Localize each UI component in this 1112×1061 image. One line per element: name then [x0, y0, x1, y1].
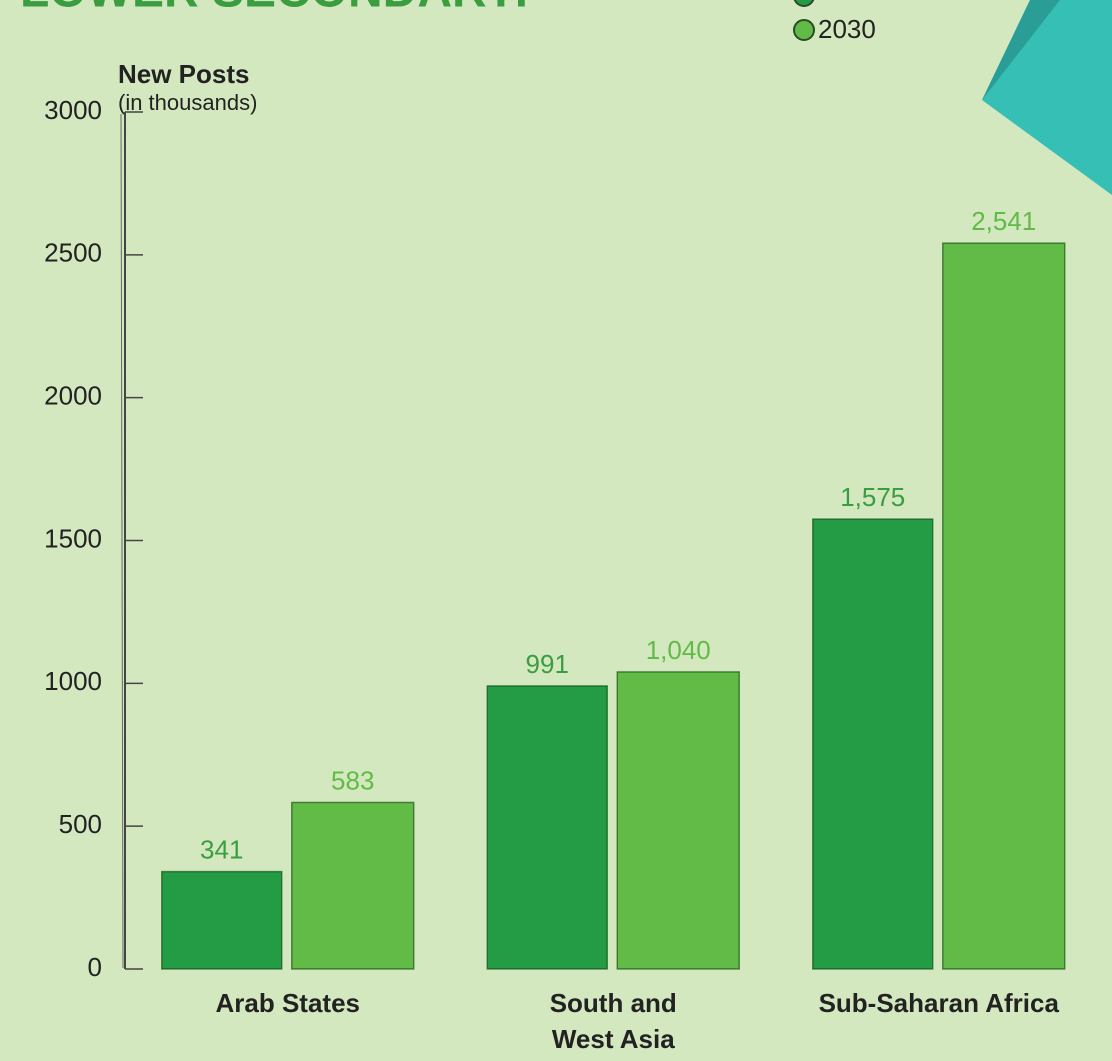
bar [942, 242, 1066, 970]
x-tick-label: Arab States [215, 988, 361, 1018]
value-label: 341 [200, 834, 243, 864]
y-tick-label: 1500 [44, 523, 102, 553]
x-tick-label: South and West Asia [549, 988, 677, 1054]
decor [982, 0, 1060, 100]
y-axis-sketch [120, 113, 124, 969]
bar [486, 685, 608, 970]
value-label: 991 [526, 649, 569, 679]
axis-sublabel: (in thousands) [118, 90, 257, 115]
y-tick-label: 0 [88, 952, 102, 982]
y-tick-label: 2500 [44, 238, 102, 268]
value-label: 2,541 [971, 206, 1036, 236]
value-label: 1,575 [840, 482, 905, 512]
y-tick-label: 500 [59, 809, 102, 839]
y-tick-label: 2000 [44, 381, 102, 411]
bar [812, 518, 934, 970]
legend-swatch [793, 19, 815, 41]
value-label: 1,040 [646, 635, 711, 665]
y-tick-label: 1000 [44, 666, 102, 696]
legend-swatch [793, 0, 815, 7]
y-tick-label: 3000 [44, 95, 102, 125]
decor [982, 0, 1112, 195]
legend-label: 2030 [818, 14, 876, 44]
chart-title: LOWER SECONDARY: [20, 0, 529, 18]
axis-label: New Posts [118, 59, 250, 89]
value-label: 583 [331, 765, 374, 795]
bar [616, 671, 740, 970]
bar [161, 870, 283, 970]
bar [291, 801, 415, 970]
x-tick-label: Sub-Saharan Africa [818, 988, 1059, 1018]
